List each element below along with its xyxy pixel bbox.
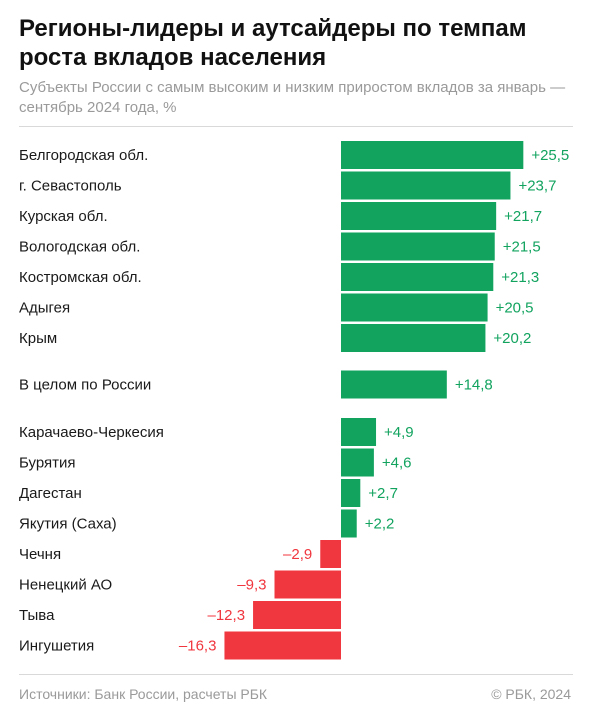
value-label: –9,3 <box>237 577 266 594</box>
value-label: –16,3 <box>179 638 217 655</box>
value-label: +4,9 <box>384 424 414 441</box>
chart-subtitle: Субъекты России с самым высоким и низким… <box>19 79 566 116</box>
category-label: г. Севастополь <box>19 178 122 195</box>
category-label: Бурятия <box>19 455 76 472</box>
bar <box>341 370 447 399</box>
category-label: Тыва <box>19 607 55 624</box>
chart-title: Регионы-лидеры и аутсайдеры по темпам ро… <box>19 15 527 71</box>
bar <box>224 631 341 660</box>
category-label: Карачаево-Черкесия <box>19 424 164 441</box>
category-label: Костромская обл. <box>19 269 142 286</box>
value-label: +23,7 <box>518 178 556 195</box>
bar <box>341 141 524 169</box>
value-label: +21,3 <box>501 269 539 286</box>
bar <box>274 570 341 599</box>
top-divider <box>19 126 573 127</box>
category-label: Белгородская обл. <box>19 147 148 164</box>
value-label: –2,9 <box>283 546 312 563</box>
category-label: Чечня <box>19 546 61 563</box>
category-label: Крым <box>19 330 57 347</box>
category-label: Ненецкий АО <box>19 577 112 594</box>
bottom-divider <box>19 674 573 675</box>
value-label: +2,2 <box>365 516 395 533</box>
value-label: +14,8 <box>455 377 493 394</box>
category-label: Якутия (Саха) <box>19 516 117 533</box>
copyright-note: © РБК, 2024 <box>491 686 571 702</box>
bar <box>341 418 377 446</box>
bar <box>341 232 495 261</box>
category-label: Ингушетия <box>19 638 94 655</box>
bar <box>341 171 511 200</box>
value-label: +4,6 <box>382 455 412 472</box>
bar <box>341 509 357 538</box>
bar <box>341 293 488 322</box>
category-label: Адыгея <box>19 300 70 317</box>
value-label: –12,3 <box>208 607 246 624</box>
bar <box>253 601 341 629</box>
bar <box>341 324 486 352</box>
source-note: Источники: Банк России, расчеты РБК <box>19 686 268 702</box>
bar <box>341 479 361 507</box>
category-label: В целом по России <box>19 377 151 394</box>
value-label: +20,2 <box>493 330 531 347</box>
bar <box>341 263 494 291</box>
category-label: Дагестан <box>19 485 82 502</box>
bar <box>341 448 374 477</box>
category-label: Вологодская обл. <box>19 239 140 256</box>
value-label: +25,5 <box>531 147 569 164</box>
value-label: +21,5 <box>503 239 541 256</box>
value-label: +21,7 <box>504 208 542 225</box>
value-label: +2,7 <box>368 485 398 502</box>
bar <box>320 540 341 568</box>
bar <box>341 202 497 230</box>
category-label: Курская обл. <box>19 208 108 225</box>
value-label: +20,5 <box>496 300 534 317</box>
